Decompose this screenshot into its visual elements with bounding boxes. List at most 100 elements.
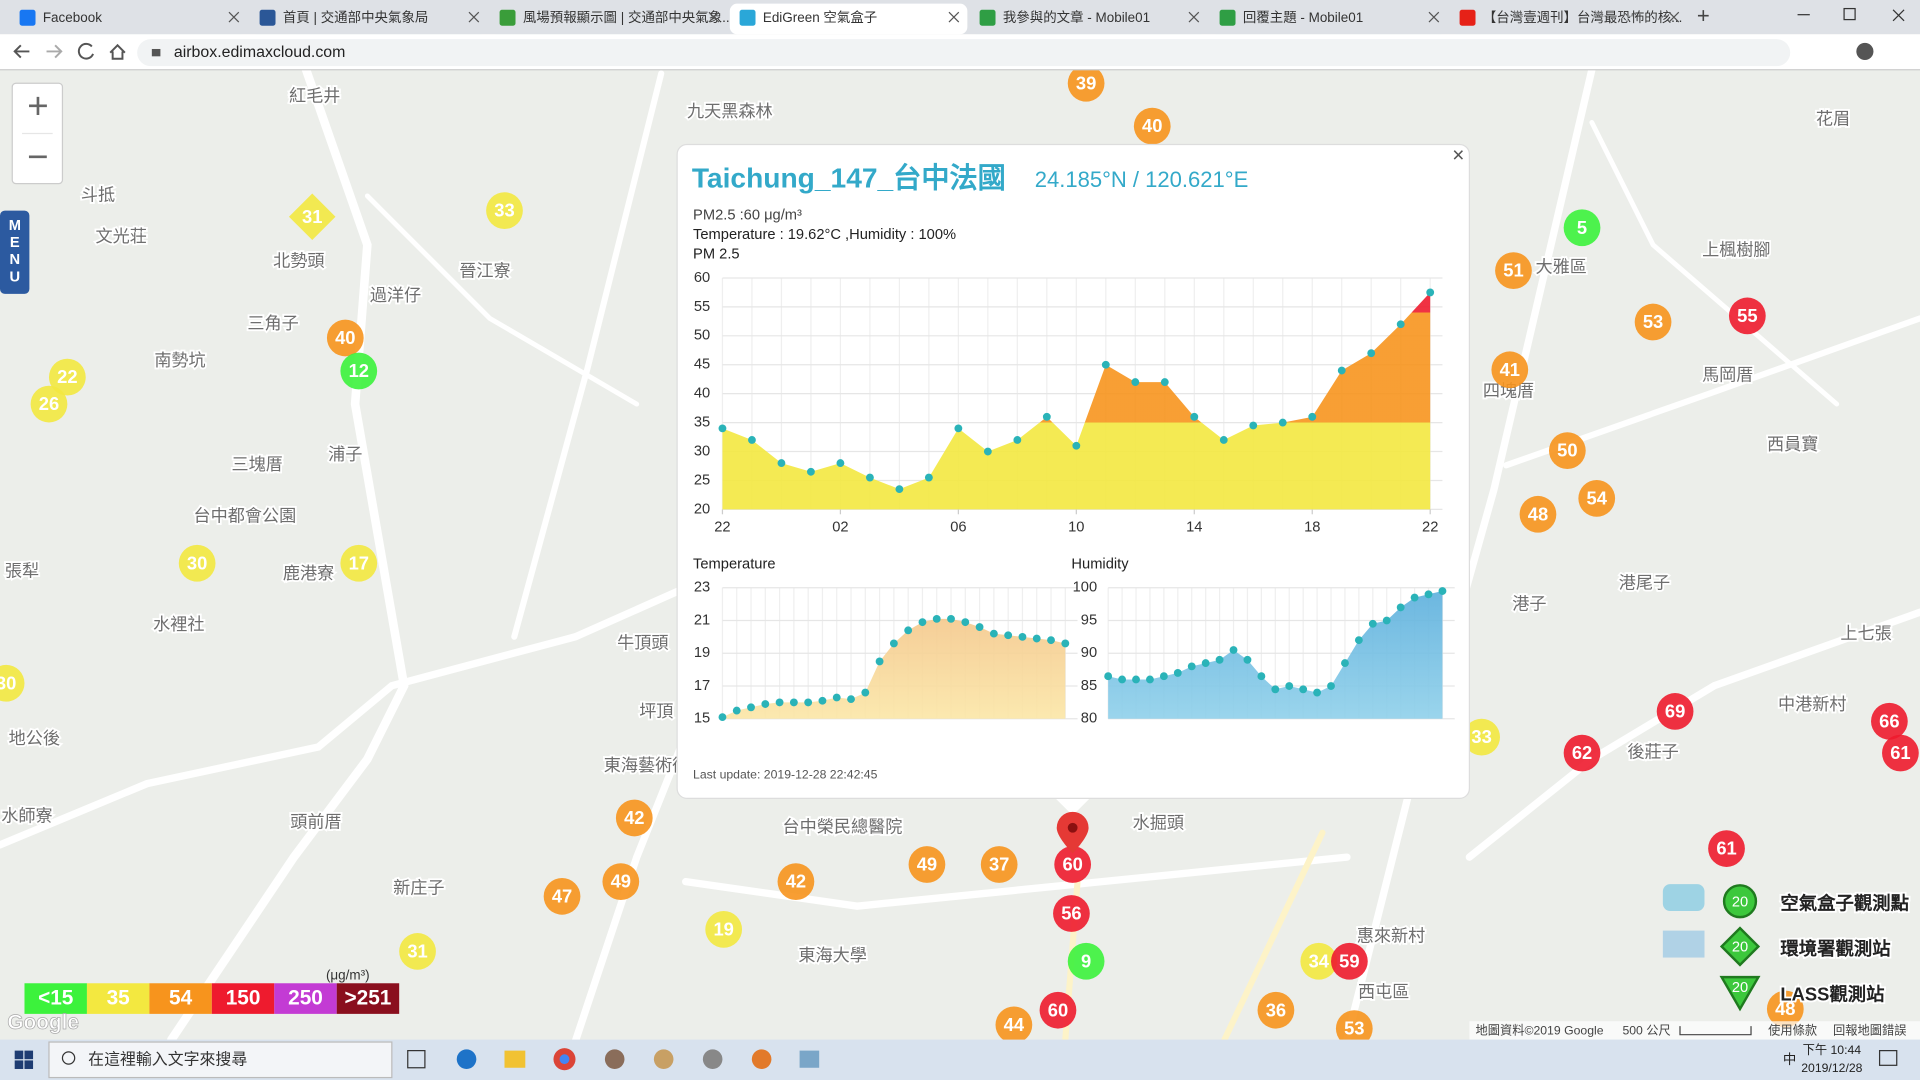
station-marker[interactable] bbox=[326, 319, 364, 357]
marker-value: 66 bbox=[1879, 710, 1899, 731]
marker-value: 49 bbox=[611, 871, 631, 892]
address-bar[interactable] bbox=[137, 39, 1791, 67]
place-name: 港子 bbox=[1512, 593, 1546, 613]
new-tab[interactable]: + bbox=[1697, 3, 1710, 28]
marker-value: 59 bbox=[1339, 950, 1359, 971]
zoom-out[interactable]: − bbox=[27, 136, 48, 177]
station-marker[interactable] bbox=[1133, 107, 1171, 145]
station-marker[interactable] bbox=[1882, 734, 1919, 772]
station-marker[interactable] bbox=[1257, 991, 1295, 1029]
station-marker[interactable] bbox=[1053, 895, 1090, 932]
station-marker[interactable] bbox=[1067, 942, 1105, 980]
terms[interactable]: 使用條款 bbox=[1768, 1022, 1817, 1037]
station-marker[interactable] bbox=[705, 911, 743, 948]
marker-value: 56 bbox=[1061, 903, 1081, 924]
marker-value: 9 bbox=[1081, 950, 1091, 971]
station-marker[interactable] bbox=[1331, 942, 1368, 980]
clock-time: 下午 10:44 bbox=[1803, 1043, 1862, 1057]
station-marker[interactable] bbox=[30, 385, 68, 423]
tab-close[interactable] bbox=[1428, 11, 1440, 23]
data-point bbox=[1308, 412, 1317, 421]
tab[interactable] bbox=[729, 3, 968, 35]
tab[interactable] bbox=[249, 3, 488, 35]
marker-value: 19 bbox=[713, 918, 733, 939]
data-point bbox=[954, 424, 963, 433]
tab-close[interactable] bbox=[468, 11, 480, 23]
data-point bbox=[989, 629, 998, 638]
station-marker[interactable] bbox=[1039, 991, 1077, 1029]
tab[interactable] bbox=[1449, 3, 1688, 35]
marker-value: 30 bbox=[187, 552, 207, 573]
station-marker[interactable] bbox=[178, 544, 216, 582]
data-point bbox=[1337, 366, 1346, 375]
station-marker[interactable] bbox=[1563, 209, 1601, 247]
menu-button[interactable] bbox=[0, 210, 30, 294]
station-marker[interactable] bbox=[1656, 693, 1694, 730]
marker-value: 34 bbox=[1309, 950, 1330, 971]
forward[interactable] bbox=[46, 44, 63, 59]
home[interactable] bbox=[109, 43, 126, 60]
station-marker[interactable] bbox=[1563, 734, 1601, 772]
station-marker[interactable] bbox=[1766, 990, 1804, 1028]
place-name: 水掘頭 bbox=[1133, 813, 1184, 833]
station-marker[interactable] bbox=[995, 1006, 1033, 1044]
station-marker[interactable] bbox=[1548, 432, 1586, 469]
reload[interactable] bbox=[77, 42, 94, 60]
station-marker[interactable] bbox=[0, 664, 25, 702]
tab-close[interactable] bbox=[1668, 11, 1680, 23]
station-marker[interactable] bbox=[486, 192, 523, 229]
data-point bbox=[775, 698, 784, 707]
marker-value: 51 bbox=[1503, 260, 1523, 281]
zoom-in[interactable]: + bbox=[27, 86, 48, 127]
station-marker[interactable] bbox=[340, 352, 378, 390]
tab-close[interactable] bbox=[708, 11, 720, 23]
marker-value: 12 bbox=[349, 360, 369, 381]
data-point bbox=[1243, 655, 1252, 664]
back[interactable] bbox=[13, 44, 30, 59]
station-marker[interactable] bbox=[399, 933, 436, 970]
station-marker[interactable] bbox=[1491, 351, 1529, 389]
tab-close[interactable] bbox=[228, 11, 240, 23]
station-marker[interactable] bbox=[1634, 303, 1672, 341]
data-point bbox=[1215, 655, 1224, 664]
station-marker[interactable] bbox=[340, 544, 378, 582]
station-marker[interactable] bbox=[1519, 495, 1557, 533]
station-marker[interactable] bbox=[1463, 718, 1500, 756]
station-marker[interactable] bbox=[1335, 1010, 1373, 1047]
popup-close[interactable]: × bbox=[1452, 144, 1464, 167]
station-marker[interactable] bbox=[1495, 252, 1532, 289]
x-tick-label: 14 bbox=[1186, 520, 1202, 536]
tab[interactable] bbox=[1209, 3, 1448, 35]
station-marker[interactable] bbox=[1067, 64, 1105, 102]
station-marker[interactable] bbox=[543, 877, 581, 915]
legend-icon-label: 20 bbox=[1732, 980, 1748, 996]
tab[interactable] bbox=[489, 3, 728, 35]
start-button[interactable] bbox=[14, 1050, 34, 1069]
taskbar-search[interactable] bbox=[48, 1041, 393, 1079]
station-marker[interactable] bbox=[1300, 942, 1338, 980]
ime: 中 bbox=[1783, 1052, 1796, 1067]
data-point bbox=[1299, 685, 1308, 694]
area bbox=[1108, 591, 1443, 719]
station-marker[interactable] bbox=[48, 358, 86, 396]
tab-close[interactable] bbox=[1188, 11, 1200, 23]
report[interactable]: 回報地圖錯誤 bbox=[1833, 1022, 1906, 1037]
station-marker[interactable] bbox=[777, 863, 815, 900]
station-marker[interactable] bbox=[602, 863, 640, 900]
tab-title: 風場預報顯示圖 | 交通部中央氣象... bbox=[523, 9, 734, 25]
tab[interactable] bbox=[969, 3, 1208, 35]
pin-dot bbox=[1067, 822, 1078, 833]
station-marker[interactable] bbox=[1578, 480, 1616, 517]
station-marker[interactable] bbox=[1728, 297, 1766, 335]
tab[interactable] bbox=[9, 3, 248, 35]
station-marker[interactable] bbox=[1871, 702, 1908, 740]
tab-close[interactable] bbox=[948, 11, 960, 23]
profile[interactable] bbox=[1856, 42, 1874, 60]
station-marker[interactable] bbox=[980, 846, 1018, 883]
station-marker[interactable] bbox=[288, 193, 336, 240]
station-marker[interactable] bbox=[908, 846, 946, 883]
station-marker[interactable] bbox=[615, 799, 653, 837]
station-marker[interactable] bbox=[1054, 846, 1092, 883]
station-marker[interactable] bbox=[1708, 830, 1745, 867]
notifications[interactable] bbox=[1878, 1050, 1898, 1066]
